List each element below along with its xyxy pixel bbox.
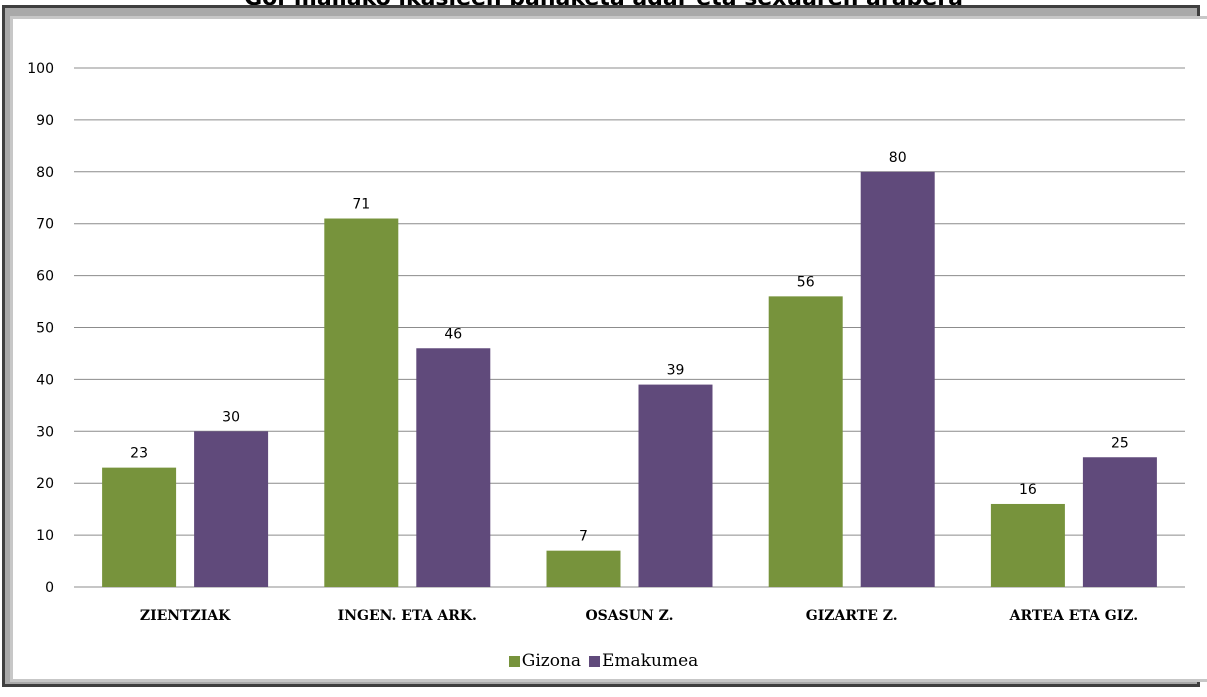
- category-label: GIZARTE Z.: [806, 608, 898, 624]
- legend-item: Emakumea: [589, 651, 698, 671]
- legend: Gizona Emakumea: [0, 651, 1207, 672]
- category-label: INGEN. ETA ARK.: [338, 608, 477, 624]
- data-label: 39: [667, 363, 685, 379]
- data-label: 80: [889, 150, 907, 166]
- bar-emakumea: [638, 384, 713, 587]
- bar-emakumea: [1082, 457, 1157, 587]
- legend-item: Gizona: [508, 651, 582, 671]
- bar-gizona: [324, 218, 399, 587]
- legend-swatch: [589, 655, 601, 667]
- y-tick-label: 0: [45, 580, 54, 596]
- data-label: 46: [444, 326, 462, 342]
- data-label: 23: [130, 446, 148, 462]
- data-label: 71: [352, 197, 370, 213]
- data-label: 25: [1111, 435, 1129, 451]
- y-tick-label: 100: [27, 61, 54, 77]
- bar-gizona: [990, 503, 1065, 587]
- y-tick-label: 70: [36, 217, 54, 233]
- y-tick-label: 90: [36, 113, 54, 129]
- data-label: 30: [222, 409, 240, 425]
- legend-label: Gizona: [521, 651, 582, 671]
- y-tick-label: 80: [36, 165, 54, 181]
- bar-gizona: [546, 550, 621, 587]
- data-label: 56: [797, 274, 815, 290]
- y-tick-label: 50: [36, 321, 54, 337]
- y-tick-label: 30: [36, 424, 54, 440]
- category-label: ZIENTZIAK: [140, 608, 231, 624]
- y-tick-label: 40: [36, 372, 54, 388]
- data-label: 16: [1019, 482, 1037, 498]
- legend-swatch: [508, 655, 520, 667]
- data-label: 7: [579, 529, 588, 545]
- bar-emakumea: [860, 171, 935, 588]
- category-label: OSASUN Z.: [585, 608, 673, 624]
- bar-emakumea: [416, 348, 491, 587]
- bar-gizona: [102, 467, 177, 587]
- y-tick-label: 60: [36, 269, 54, 285]
- bar-emakumea: [194, 431, 269, 587]
- legend-label: Emakumea: [602, 651, 699, 671]
- y-tick-label: 20: [36, 476, 54, 492]
- bar-gizona: [768, 296, 843, 587]
- y-tick-label: 10: [36, 528, 54, 544]
- category-label: ARTEA ETA GIZ.: [1009, 608, 1139, 624]
